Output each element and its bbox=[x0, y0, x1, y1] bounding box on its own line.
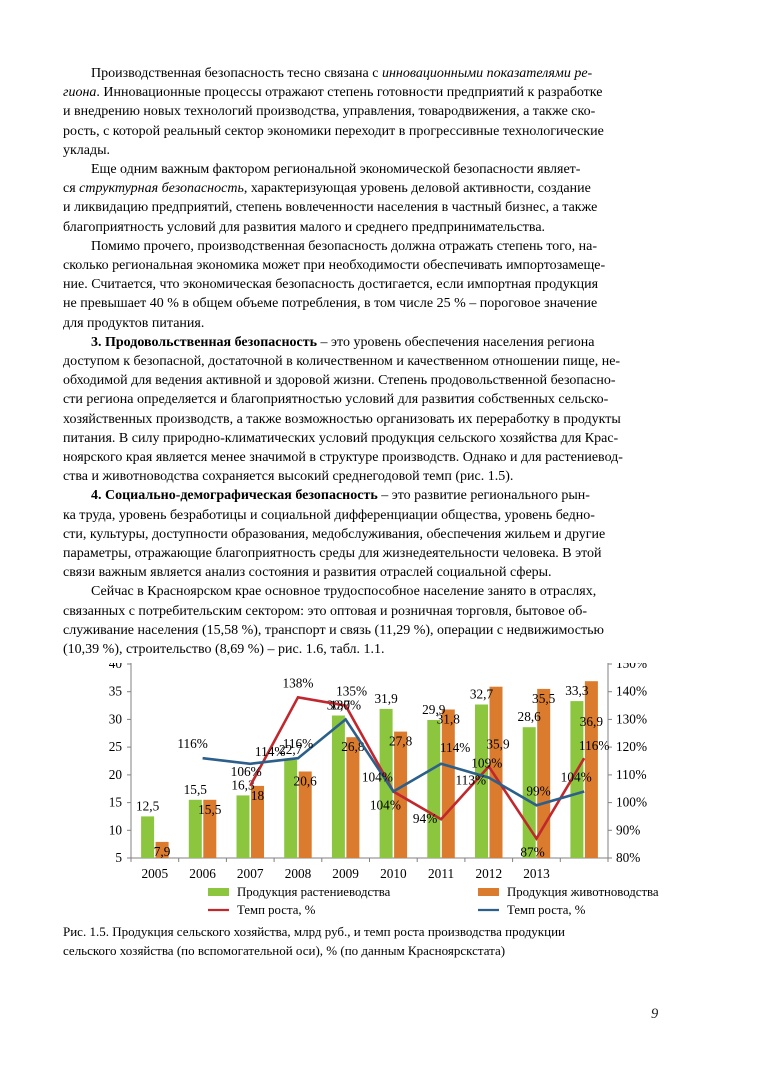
svg-text:12,5: 12,5 bbox=[136, 798, 160, 813]
svg-text:2009: 2009 bbox=[332, 866, 359, 881]
svg-text:2010: 2010 bbox=[380, 866, 407, 881]
svg-text:2005: 2005 bbox=[142, 866, 169, 881]
svg-text:36,9: 36,9 bbox=[580, 714, 604, 729]
svg-text:31,9: 31,9 bbox=[374, 691, 398, 706]
svg-text:35,5: 35,5 bbox=[532, 691, 556, 706]
svg-text:25: 25 bbox=[109, 739, 123, 754]
svg-text:30: 30 bbox=[109, 711, 123, 726]
svg-text:113%: 113% bbox=[456, 773, 487, 788]
svg-text:100%: 100% bbox=[616, 795, 647, 810]
svg-text:104%: 104% bbox=[370, 798, 401, 813]
svg-text:116%: 116% bbox=[579, 738, 610, 753]
svg-text:2011: 2011 bbox=[428, 866, 454, 881]
svg-text:40: 40 bbox=[109, 663, 123, 671]
svg-text:Темп роста, %: Темп роста, % bbox=[507, 903, 586, 917]
svg-text:33,3: 33,3 bbox=[565, 683, 589, 698]
svg-text:2013: 2013 bbox=[523, 866, 550, 881]
svg-text:15,5: 15,5 bbox=[198, 802, 222, 817]
svg-text:135%: 135% bbox=[336, 684, 367, 699]
svg-text:18: 18 bbox=[251, 788, 265, 803]
svg-text:31,8: 31,8 bbox=[437, 712, 461, 727]
svg-text:15: 15 bbox=[109, 795, 123, 810]
svg-text:106%: 106% bbox=[231, 764, 262, 779]
svg-text:27,8: 27,8 bbox=[389, 734, 413, 749]
svg-text:80%: 80% bbox=[616, 850, 640, 865]
svg-text:Продукция животноводства: Продукция животноводства bbox=[507, 885, 659, 899]
svg-text:130%: 130% bbox=[330, 697, 361, 712]
svg-text:120%: 120% bbox=[616, 739, 647, 754]
svg-text:35,9: 35,9 bbox=[486, 737, 510, 752]
svg-text:35: 35 bbox=[109, 684, 123, 699]
svg-text:7,9: 7,9 bbox=[154, 844, 171, 859]
svg-text:114%: 114% bbox=[255, 744, 286, 759]
svg-text:116%: 116% bbox=[177, 736, 208, 751]
svg-text:2006: 2006 bbox=[189, 866, 216, 881]
svg-text:20,6: 20,6 bbox=[294, 774, 318, 789]
svg-text:15,5: 15,5 bbox=[184, 782, 208, 797]
svg-text:87%: 87% bbox=[520, 845, 544, 860]
svg-text:150%: 150% bbox=[616, 663, 647, 671]
svg-text:99%: 99% bbox=[526, 783, 550, 798]
svg-text:94%: 94% bbox=[413, 811, 437, 826]
svg-text:5: 5 bbox=[115, 850, 122, 865]
svg-text:20: 20 bbox=[109, 767, 123, 782]
svg-text:Темп роста, %: Темп роста, % bbox=[237, 903, 316, 917]
svg-text:2007: 2007 bbox=[237, 866, 264, 881]
svg-text:109%: 109% bbox=[471, 756, 502, 771]
svg-text:138%: 138% bbox=[282, 675, 313, 690]
svg-text:140%: 140% bbox=[616, 684, 647, 699]
svg-text:Продукция растениеводства: Продукция растениеводства bbox=[237, 885, 391, 899]
svg-text:110%: 110% bbox=[616, 767, 647, 782]
svg-text:2008: 2008 bbox=[285, 866, 312, 881]
svg-text:28,6: 28,6 bbox=[518, 709, 542, 724]
svg-text:2012: 2012 bbox=[476, 866, 503, 881]
svg-text:104%: 104% bbox=[362, 770, 393, 785]
svg-text:104%: 104% bbox=[561, 770, 592, 785]
svg-text:32,7: 32,7 bbox=[470, 687, 494, 702]
svg-text:130%: 130% bbox=[616, 711, 647, 726]
svg-text:116%: 116% bbox=[283, 736, 314, 751]
svg-text:10: 10 bbox=[109, 822, 123, 837]
svg-text:90%: 90% bbox=[616, 822, 640, 837]
svg-text:114%: 114% bbox=[440, 740, 471, 755]
